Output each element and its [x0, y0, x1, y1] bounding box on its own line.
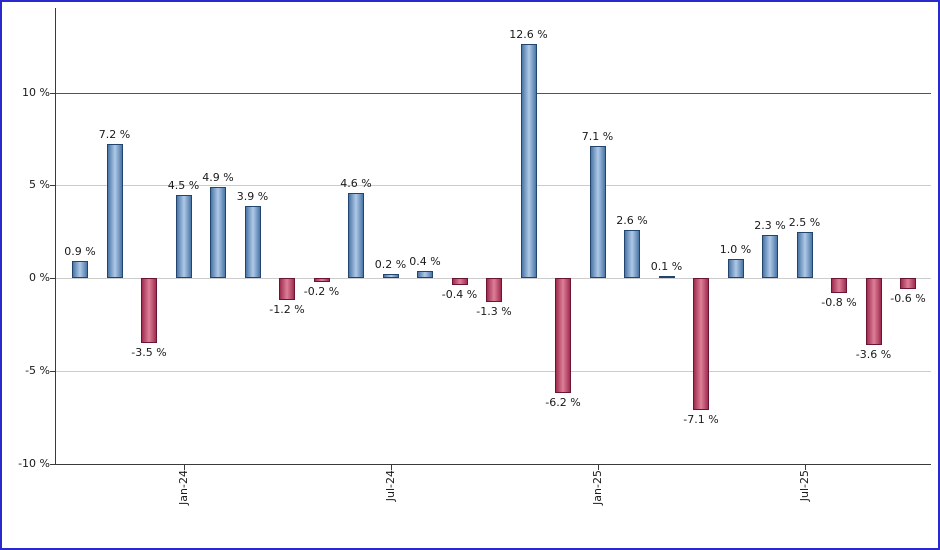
bar-Oct-25: [900, 278, 916, 290]
bar-Mar-25: [658, 276, 675, 279]
bar-value-label-Oct-25: -0.6 %: [890, 292, 926, 306]
bar-Mar-24: [244, 205, 261, 278]
bar-value-label-Aug-25: -0.8 %: [821, 295, 857, 309]
bar-Aug-25: [831, 278, 847, 293]
bar-value-label-Jan-25: 7.1 %: [581, 130, 614, 144]
bar-value-label-Feb-24: 4.9 %: [202, 171, 234, 185]
bar-Jun-24: [348, 192, 364, 278]
x-axis-tick: [390, 465, 392, 470]
bar-Apr-24: [279, 278, 295, 301]
x-axis-tick: [597, 465, 599, 470]
bar-Feb-25: [624, 229, 640, 278]
bar-value-label-Oct-23: 0.9 %: [64, 245, 96, 259]
y-axis-tick: [50, 463, 55, 465]
bar-value-label-Apr-24: -1.2 %: [269, 303, 305, 317]
y-axis-tick-label: 0 %: [29, 271, 50, 284]
bar-value-label-Jul-25: 2.5 %: [788, 215, 821, 229]
bar-Oct-24: [486, 278, 502, 303]
bar-Jan-24: [175, 194, 192, 278]
y-axis-line: [55, 8, 56, 465]
y-axis-tick-label: 5 %: [29, 178, 50, 192]
bar-value-label-Dec-23: -3.5 %: [131, 345, 167, 359]
x-axis-tick-label-Jan-25: Jan-25: [590, 470, 604, 505]
bar-Dec-23: [141, 278, 157, 343]
y-axis-tick: [50, 185, 55, 187]
bar-value-label-Mar-24: 3.9 %: [236, 189, 269, 203]
x-axis-tick-label-Jul-24: Jul-24: [383, 470, 397, 502]
bar-Aug-24: [417, 270, 433, 278]
x-axis-tick-label-Jul-25: Jul-25: [797, 470, 811, 502]
gridline--5: [55, 370, 931, 372]
bar-value-label-Apr-25: -7.1 %: [683, 412, 719, 426]
bar-Feb-24: [210, 187, 226, 278]
bar-value-label-Feb-25: 2.6 %: [616, 213, 648, 227]
y-axis-tick-label: 10 %: [22, 85, 50, 99]
bar-value-label-Mar-25: 0.1 %: [650, 260, 683, 274]
bar-value-label-May-25: 1.0 %: [719, 243, 752, 257]
x-axis-line: [55, 464, 931, 465]
bar-Sep-24: [451, 278, 468, 286]
y-axis-tick: [50, 278, 55, 279]
y-axis-tick: [50, 370, 55, 372]
bar-Jan-25: [589, 146, 606, 278]
bar-Nov-23: [106, 144, 123, 278]
y-axis-tick-label: -5 %: [25, 363, 50, 377]
bar-Jun-25: [762, 235, 778, 278]
bar-value-label-Jul-24: 0.2 %: [374, 258, 407, 272]
gridline-5: [55, 185, 931, 187]
x-axis-tick: [183, 465, 185, 470]
bar-Apr-25: [693, 278, 709, 410]
bar-value-label-Sep-24: -0.4 %: [441, 288, 478, 302]
bar-value-label-Nov-23: 7.2 %: [98, 128, 131, 142]
bar-value-label-Sep-25: -3.6 %: [855, 347, 892, 361]
y-axis-tick: [50, 92, 55, 94]
bar-value-label-Dec-24: -6.2 %: [545, 396, 581, 409]
bar-value-label-May-24: -0.2 %: [303, 284, 340, 298]
y-axis-tick-label: -10 %: [18, 456, 50, 470]
bar-Jul-24: [382, 274, 399, 278]
bar-value-label-Nov-24: 12.6 %: [509, 28, 548, 42]
reference-line: [55, 92, 931, 94]
bar-value-label-Jun-24: 4.6 %: [340, 176, 372, 190]
x-axis-tick-label-Jan-24: Jan-24: [176, 470, 190, 505]
bar-Jul-25: [796, 231, 813, 278]
bar-Sep-25: [865, 278, 882, 345]
bar-value-label-Oct-24: -1.3 %: [476, 305, 512, 319]
bar-Nov-24: [520, 44, 537, 278]
bar-value-label-Aug-24: 0.4 %: [409, 254, 441, 268]
bar-May-24: [313, 278, 330, 282]
bar-Dec-24: [555, 278, 571, 393]
x-axis-tick: [804, 465, 806, 470]
bar-May-25: [727, 259, 744, 278]
bar-Oct-23: [72, 261, 88, 278]
bar-value-label-Jan-24: 4.5 %: [167, 178, 200, 192]
bar-value-label-Jun-25: 2.3 %: [754, 219, 786, 233]
